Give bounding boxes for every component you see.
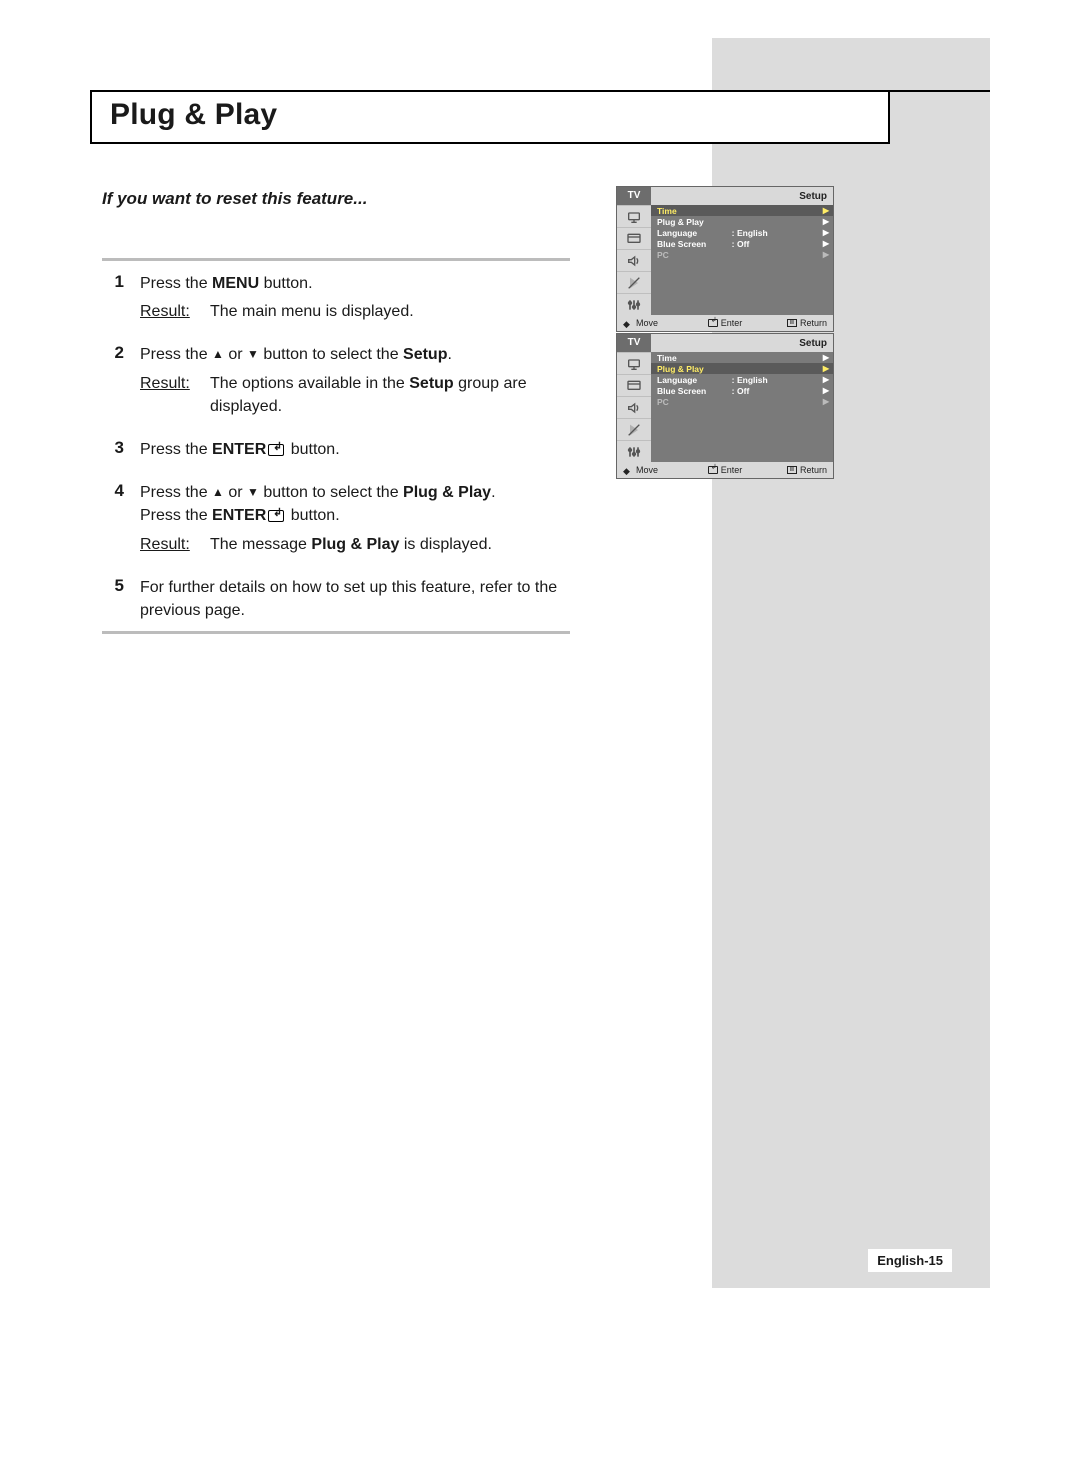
result-text: The options available in the Setup group… [204,372,570,418]
osd-sidebar-icon [617,271,651,293]
steps-list: 1Press the MENU button.Result:The main m… [102,258,570,634]
chevron-right-icon: ▶ [823,364,829,373]
step-number: 5 [102,576,132,622]
osd-row-value: Off [737,386,823,396]
osd-setup-label: Setup [799,191,833,202]
osd-foot-return: Return [800,465,827,475]
osd-row-label: Language [657,228,729,238]
osd-sidebar-icon [617,418,651,440]
osd-foot-enter: Enter [721,318,743,328]
osd-screenshot-2: TVSetupTime▶Plug & Play▶Language:English… [616,333,834,479]
osd-menu-row: Time ▶ [651,205,833,216]
osd-row-label: Plug & Play [657,364,729,374]
osd-menu-row: Language:English▶ [651,374,833,385]
osd-menu: Time▶Plug & Play▶Language:English▶Blue S… [651,352,833,462]
title-box: Plug & Play [90,92,890,144]
osd-foot-move: Move [636,465,658,475]
chevron-right-icon: ▶ [823,217,829,226]
result-label: Result: [140,300,204,323]
page-title: Plug & Play [110,98,277,131]
osd-header: TV Setup [617,187,833,205]
osd-sidebar-icon [617,205,651,227]
osd-menu-row: PC ▶ [651,249,833,260]
osd-tv-label: TV [617,334,651,352]
step-number: 3 [102,438,132,461]
osd-screenshot-1: TVSetupTime▶Plug & Play▶Language:English… [616,186,834,332]
osd-menu-row: Language:English▶ [651,227,833,238]
osd-sidebar-icon [617,227,651,249]
osd-setup-label: Setup [799,338,833,349]
osd-footer: Move Enter ⅢReturn [617,315,833,331]
step-body: Press the MENU button.Result:The main me… [132,272,570,323]
move-icon [623,466,633,474]
step-number: 2 [102,343,132,418]
result-text: The main menu is displayed. [204,300,570,323]
osd-row-label: PC [657,250,729,260]
page-number: English-15 [868,1249,952,1272]
return-icon: Ⅲ [787,466,797,474]
osd-row-value: English [737,228,823,238]
osd-foot-return: Return [800,318,827,328]
osd-foot-enter: Enter [721,465,743,475]
osd-sidebar-icon [617,440,651,462]
osd-row-label: PC [657,397,729,407]
result-text: The message Plug & Play is displayed. [204,533,570,556]
osd-sidebar-icon [617,249,651,271]
step-body: Press the ▲ or ▼ button to select the Pl… [132,481,570,556]
osd-footer: Move Enter ⅢReturn [617,462,833,478]
chevron-right-icon: ▶ [823,250,829,259]
step-body: Press the ENTER button. [132,438,570,461]
subtitle: If you want to reset this feature... [102,189,367,209]
osd-sidebar-icon [617,352,651,374]
osd-menu-row: Blue Screen:Off▶ [651,385,833,396]
page-frame: Plug & Play [90,90,990,144]
osd-foot-move: Move [636,318,658,328]
osd-row-value: Off [737,239,823,249]
chevron-right-icon: ▶ [823,386,829,395]
osd-row-value: English [737,375,823,385]
chevron-right-icon: ▶ [823,353,829,362]
osd-menu-row: Time ▶ [651,352,833,363]
chevron-right-icon: ▶ [823,239,829,248]
chevron-right-icon: ▶ [823,375,829,384]
osd-row-label: Time [657,353,729,363]
enter-icon [708,466,718,474]
move-icon [623,319,633,327]
osd-tv-label: TV [617,187,651,205]
step-number: 4 [102,481,132,556]
osd-menu-row: Blue Screen:Off▶ [651,238,833,249]
return-icon: Ⅲ [787,319,797,327]
osd-row-label: Time [657,206,729,216]
step: 4Press the ▲ or ▼ button to select the P… [102,470,570,565]
step: 1Press the MENU button.Result:The main m… [102,261,570,332]
step-body: For further details on how to set up thi… [132,576,570,622]
osd-row-label: Language [657,375,729,385]
osd-header: TV Setup [617,334,833,352]
step: 2Press the ▲ or ▼ button to select the S… [102,332,570,427]
osd-menu: Time▶Plug & Play▶Language:English▶Blue S… [651,205,833,315]
osd-row-label: Blue Screen [657,386,729,396]
result-label: Result: [140,372,204,418]
osd-sidebar [617,352,651,462]
chevron-right-icon: ▶ [823,397,829,406]
chevron-right-icon: ▶ [823,206,829,215]
step: 3Press the ENTER button. [102,427,570,470]
step-body: Press the ▲ or ▼ button to select the Se… [132,343,570,418]
osd-menu-row: PC ▶ [651,396,833,407]
result-label: Result: [140,533,204,556]
enter-icon [708,319,718,327]
osd-sidebar [617,205,651,315]
osd-sidebar-icon [617,396,651,418]
osd-menu-row: Plug & Play ▶ [651,363,833,374]
step-number: 1 [102,272,132,323]
step: 5For further details on how to set up th… [102,565,570,631]
osd-menu-row: Plug & Play ▶ [651,216,833,227]
osd-row-label: Blue Screen [657,239,729,249]
osd-sidebar-icon [617,293,651,315]
osd-row-label: Plug & Play [657,217,729,227]
osd-sidebar-icon [617,374,651,396]
chevron-right-icon: ▶ [823,228,829,237]
